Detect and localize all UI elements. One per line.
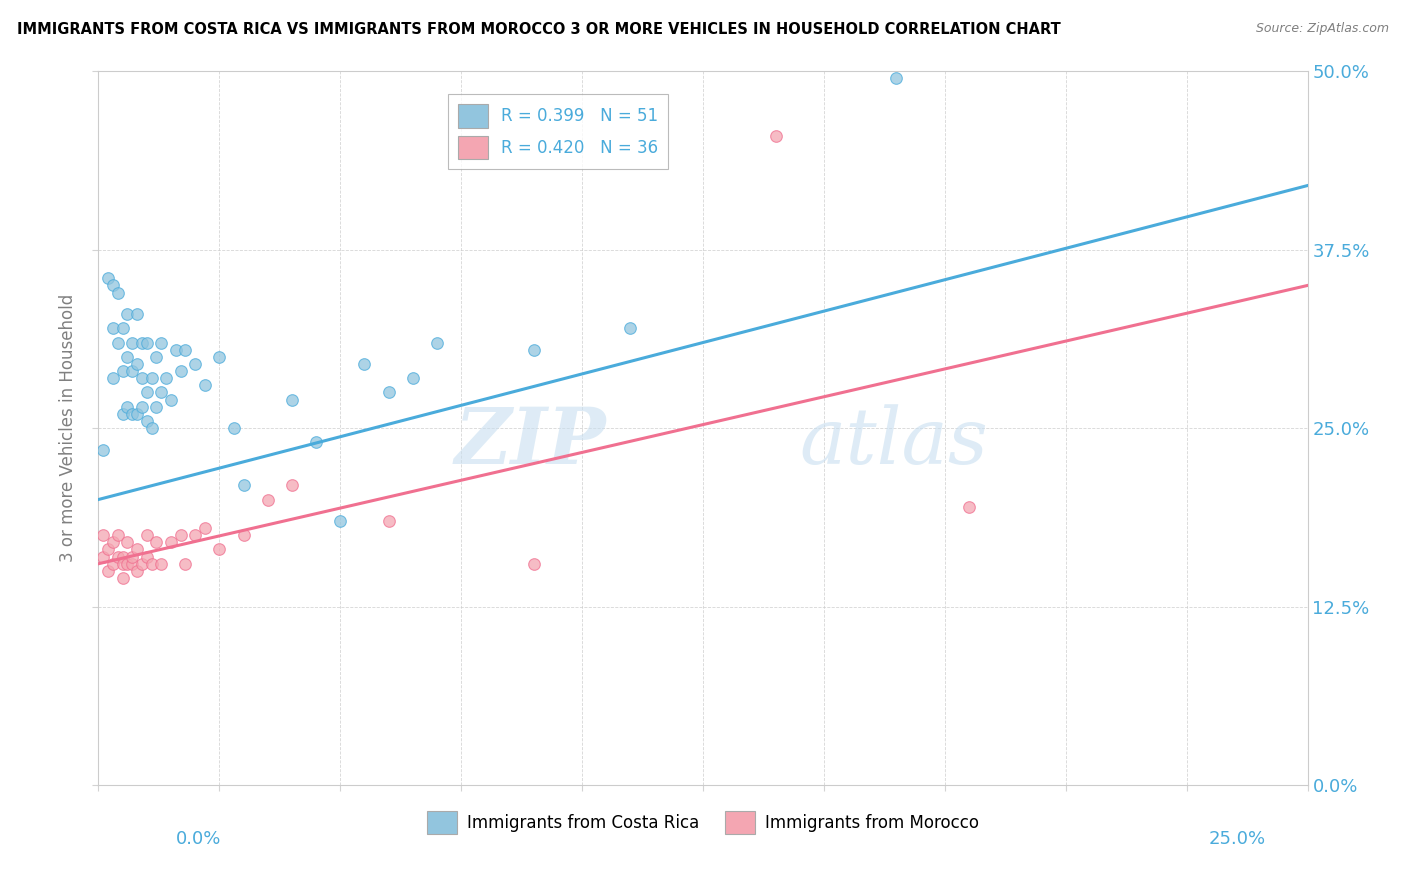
Point xyxy=(305,435,328,450)
Point xyxy=(135,335,157,350)
Point xyxy=(121,557,143,571)
Point xyxy=(329,514,352,528)
Point xyxy=(141,421,163,435)
Point xyxy=(117,557,139,571)
Text: Source: ZipAtlas.com: Source: ZipAtlas.com xyxy=(1256,22,1389,36)
Point xyxy=(184,528,207,542)
Point xyxy=(117,307,139,321)
Point xyxy=(117,350,139,364)
Point xyxy=(107,528,129,542)
Point xyxy=(135,528,157,542)
Point xyxy=(131,371,153,385)
Point xyxy=(101,371,124,385)
Point xyxy=(111,571,134,585)
Point xyxy=(101,535,124,549)
Point xyxy=(194,521,217,535)
Point xyxy=(131,557,153,571)
Point xyxy=(957,500,980,514)
Point xyxy=(145,400,167,414)
Point xyxy=(121,549,143,564)
Point xyxy=(121,407,143,421)
Point xyxy=(377,514,399,528)
Point xyxy=(97,271,120,285)
Point xyxy=(281,392,304,407)
Point xyxy=(222,421,245,435)
Point xyxy=(174,557,197,571)
Point xyxy=(765,128,787,143)
Point xyxy=(107,335,129,350)
Point xyxy=(150,557,173,571)
Point xyxy=(150,335,173,350)
Point xyxy=(135,414,157,428)
Point xyxy=(208,350,231,364)
Text: atlas: atlas xyxy=(800,404,988,481)
Point xyxy=(121,335,143,350)
Point xyxy=(91,528,114,542)
Point xyxy=(131,335,153,350)
Text: 0.0%: 0.0% xyxy=(176,830,221,847)
Point xyxy=(97,564,120,578)
Point xyxy=(141,557,163,571)
Point xyxy=(160,392,183,407)
Point xyxy=(174,343,197,357)
Point xyxy=(377,385,399,400)
Point xyxy=(886,71,908,86)
Text: IMMIGRANTS FROM COSTA RICA VS IMMIGRANTS FROM MOROCCO 3 OR MORE VEHICLES IN HOUS: IMMIGRANTS FROM COSTA RICA VS IMMIGRANTS… xyxy=(17,22,1060,37)
Point xyxy=(127,307,149,321)
Point xyxy=(91,442,114,457)
Point xyxy=(160,535,183,549)
Point xyxy=(523,557,546,571)
Point xyxy=(111,321,134,335)
Point xyxy=(155,371,177,385)
Point xyxy=(402,371,425,385)
Point xyxy=(135,385,157,400)
Point xyxy=(281,478,304,492)
Point xyxy=(127,357,149,371)
Point xyxy=(111,364,134,378)
Point xyxy=(145,350,167,364)
Point xyxy=(165,343,187,357)
Text: ZIP: ZIP xyxy=(454,404,606,481)
Point xyxy=(256,492,278,507)
Point xyxy=(117,535,139,549)
Point xyxy=(117,400,139,414)
Point xyxy=(101,278,124,293)
Point xyxy=(150,385,173,400)
Point xyxy=(184,357,207,371)
Point xyxy=(232,478,254,492)
Point xyxy=(111,557,134,571)
Point xyxy=(208,542,231,557)
Point xyxy=(426,335,449,350)
Point xyxy=(619,321,641,335)
Point xyxy=(169,528,191,542)
Point xyxy=(91,549,114,564)
Point xyxy=(127,564,149,578)
Point xyxy=(101,321,124,335)
Point xyxy=(107,549,129,564)
Point xyxy=(145,535,167,549)
Y-axis label: 3 or more Vehicles in Household: 3 or more Vehicles in Household xyxy=(59,294,77,562)
Point xyxy=(194,378,217,392)
Point xyxy=(523,343,546,357)
Point xyxy=(232,528,254,542)
Point xyxy=(127,407,149,421)
Legend: Immigrants from Costa Rica, Immigrants from Morocco: Immigrants from Costa Rica, Immigrants f… xyxy=(420,804,986,841)
Point xyxy=(97,542,120,557)
Point xyxy=(101,557,124,571)
Text: 25.0%: 25.0% xyxy=(1208,830,1265,847)
Point xyxy=(131,400,153,414)
Point xyxy=(121,364,143,378)
Point xyxy=(353,357,375,371)
Point xyxy=(127,542,149,557)
Point xyxy=(169,364,191,378)
Point xyxy=(111,549,134,564)
Point xyxy=(111,407,134,421)
Point xyxy=(135,549,157,564)
Point xyxy=(141,371,163,385)
Point xyxy=(107,285,129,300)
